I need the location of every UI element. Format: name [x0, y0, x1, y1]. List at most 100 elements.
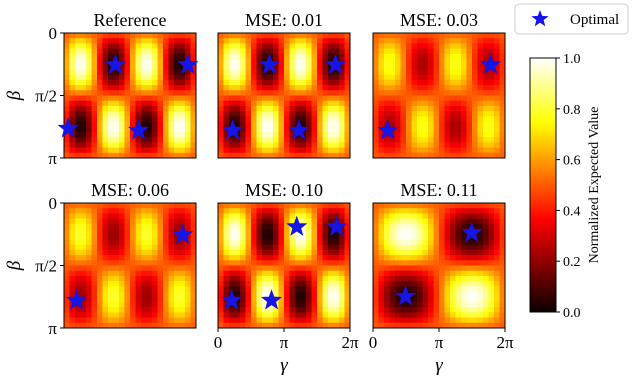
heatmap-cell [455, 48, 462, 55]
heatmap-cell [251, 223, 257, 230]
heatmap-cell [113, 239, 120, 246]
heatmap-cell [428, 275, 434, 282]
heatmap-cell [157, 208, 164, 214]
heatmap-cell [339, 203, 345, 209]
heatmap-cell [306, 33, 312, 39]
heatmap-cell [477, 301, 484, 308]
heatmap-cell [384, 74, 390, 81]
heatmap-cell [483, 147, 489, 154]
heatmap-cell [146, 275, 153, 282]
heatmap-cell [267, 142, 274, 148]
heatmap-cell [251, 131, 257, 138]
heatmap-cell [91, 152, 98, 159]
heatmap-cell [333, 152, 340, 159]
heatmap-cell [322, 281, 329, 287]
heatmap-cell [223, 100, 230, 107]
heatmap-cell [494, 111, 500, 117]
heatmap-cell [300, 234, 307, 240]
heatmap-cell [102, 275, 109, 282]
heatmap-cell [439, 307, 445, 313]
heatmap-cell [417, 131, 423, 138]
heatmap-cell [130, 218, 136, 225]
heatmap-cell [384, 317, 390, 324]
heatmap-cell [179, 317, 186, 324]
heatmap-cell [295, 79, 301, 86]
heatmap-cell [229, 218, 235, 225]
heatmap-cell [223, 203, 230, 209]
heatmap-cell [389, 147, 396, 154]
heatmap-cell [378, 270, 385, 277]
heatmap-cell [190, 90, 197, 96]
heatmap-cell [69, 255, 76, 261]
heatmap-cell [91, 218, 98, 225]
heatmap-cell [179, 74, 186, 81]
heatmap-cell [69, 270, 76, 277]
heatmap-cell [240, 69, 246, 76]
heatmap-cell [400, 90, 407, 96]
heatmap-cell [229, 275, 235, 282]
heatmap-cell [185, 79, 191, 86]
heatmap-cell [395, 265, 401, 272]
heatmap-cell [113, 265, 120, 272]
heatmap-cell [461, 286, 467, 292]
heatmap-cell [373, 38, 379, 44]
heatmap-cell [395, 270, 401, 277]
heatmap-cell [339, 249, 345, 256]
heatmap-cell [135, 100, 142, 107]
heatmap-cell [289, 38, 296, 44]
heatmap-cell [229, 69, 235, 76]
heatmap-cell [179, 260, 186, 266]
heatmap-cell [218, 74, 224, 81]
heatmap-cell [174, 64, 180, 70]
heatmap-cell [91, 64, 98, 70]
heatmap-cell [444, 270, 451, 277]
heatmap-cell [483, 126, 489, 133]
heatmap-cell [472, 79, 478, 86]
heatmap-cell [322, 234, 329, 240]
heatmap-cell [395, 90, 401, 96]
heatmap-cell [267, 38, 274, 44]
heatmap-cell [317, 249, 323, 256]
heatmap-cell [152, 126, 158, 133]
heatmap-cell [267, 105, 274, 112]
heatmap-cell [411, 249, 418, 256]
heatmap-cell [311, 317, 318, 324]
heatmap-cell [339, 100, 345, 107]
heatmap-cell [406, 100, 412, 107]
heatmap-cell [494, 234, 500, 240]
heatmap-cell [317, 95, 323, 102]
heatmap-cell [306, 312, 312, 318]
heatmap-cell [373, 131, 379, 138]
heatmap-cell [262, 260, 268, 266]
heatmap-cell [245, 249, 252, 256]
heatmap-cell [69, 43, 76, 50]
heatmap-cell [406, 286, 412, 292]
heatmap-cell [483, 234, 489, 240]
heatmap-cell [455, 85, 462, 91]
heatmap-cell [135, 147, 142, 154]
heatmap-cell [461, 64, 467, 70]
heatmap-cell [97, 265, 103, 272]
heatmap-cell [240, 203, 246, 209]
heatmap-cell [295, 43, 301, 50]
heatmap-cell [113, 69, 120, 76]
heatmap-cell [373, 53, 379, 60]
heatmap-cell [152, 121, 158, 128]
heatmap-cell [185, 307, 191, 313]
heatmap-cell [494, 85, 500, 91]
heatmap-cell [339, 111, 345, 117]
heatmap-cell [477, 79, 484, 86]
heatmap-cell [108, 116, 114, 122]
heatmap-cell [289, 69, 296, 76]
heatmap-cell [91, 239, 98, 246]
heatmap-cell [433, 147, 440, 154]
heatmap-cell [75, 111, 81, 117]
heatmap-cell [113, 121, 120, 128]
heatmap-cell [450, 152, 456, 159]
heatmap-cell [499, 33, 506, 39]
heatmap-cell [461, 249, 467, 256]
heatmap-cell [378, 116, 385, 122]
heatmap-cell [146, 142, 153, 148]
heatmap-cell [311, 234, 318, 240]
heatmap-cell [174, 79, 180, 86]
